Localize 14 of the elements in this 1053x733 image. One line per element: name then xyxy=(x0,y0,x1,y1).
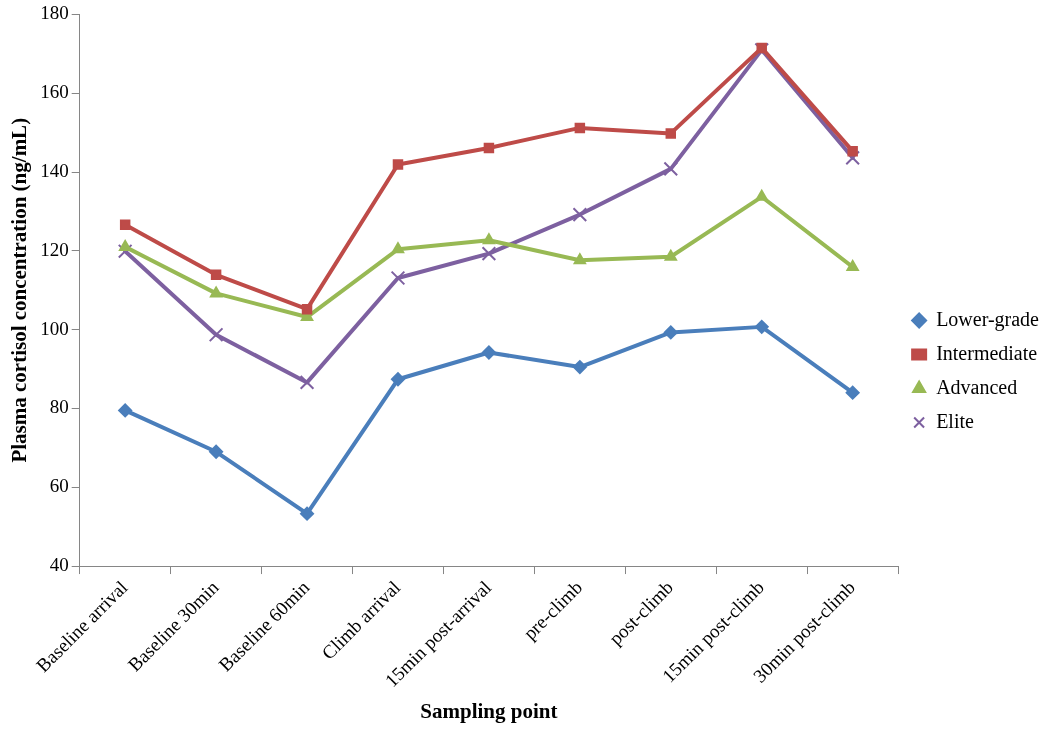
y-axis-title: Plasma cortisol concentration (ng/mL) xyxy=(7,117,32,463)
y-tick-label: 120 xyxy=(40,238,69,260)
legend-label: Elite xyxy=(936,409,975,432)
legend-label: Lower-grade xyxy=(936,307,1040,331)
x-axis-title: Sampling point xyxy=(420,698,558,723)
y-tick-label: 160 xyxy=(40,81,69,103)
y-tick-label: 100 xyxy=(40,317,69,339)
legend-label: Intermediate xyxy=(936,341,1038,364)
y-tick-label: 60 xyxy=(49,475,69,497)
y-tick-label: 180 xyxy=(40,2,69,24)
y-tick-label: 140 xyxy=(40,160,69,181)
y-tick-label: 80 xyxy=(49,396,69,418)
legend-label: Advanced xyxy=(936,375,1018,398)
y-tick-label: 40 xyxy=(49,554,69,576)
